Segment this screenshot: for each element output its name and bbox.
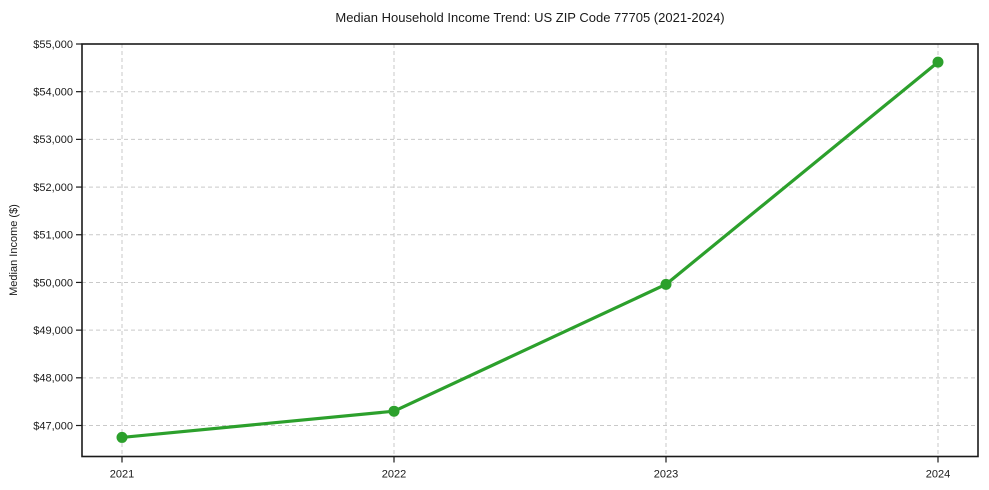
chart-title: Median Household Income Trend: US ZIP Co… [335,10,725,25]
trend-line [120,60,940,440]
y-tick-label: $52,000 [33,182,73,194]
y-tick-label: $55,000 [33,39,73,51]
plot-border [81,43,979,458]
y-tick-label: $50,000 [33,277,73,289]
data-point-2024 [932,56,944,68]
y-tick-label: $51,000 [33,230,73,242]
y-tick-label: $54,000 [33,87,73,99]
data-point-2021 [116,431,128,443]
data-point-2023 [660,278,672,290]
data-point-2022 [388,405,400,417]
x-tick-label: 2022 [382,469,406,481]
y-tick-label: $48,000 [33,373,73,385]
y-tick-label: $53,000 [33,134,73,146]
y-tick-label: $47,000 [33,420,73,432]
x-tick-label: 2023 [654,469,678,481]
y-tick-label: $49,000 [33,325,73,337]
x-tick-label: 2024 [926,469,950,481]
x-tick-label: 2021 [110,469,134,481]
